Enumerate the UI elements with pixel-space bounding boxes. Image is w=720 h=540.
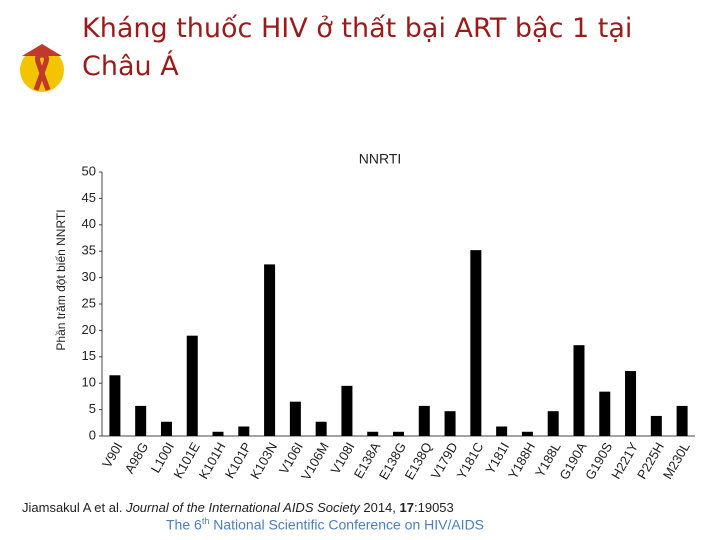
- citation-id: :19053: [414, 500, 454, 515]
- bar: [599, 391, 611, 436]
- x-tick-label: V90I: [99, 440, 125, 471]
- bar: [212, 431, 224, 436]
- bar: [238, 426, 250, 436]
- y-tick-label: 30: [82, 269, 96, 284]
- bar: [547, 411, 559, 436]
- bar: [109, 375, 121, 436]
- bar: [160, 421, 172, 436]
- bar: [676, 405, 688, 436]
- y-axis-label: Phần trăm đột biến NNRTI: [54, 209, 68, 350]
- bar: [289, 401, 301, 436]
- bar: [315, 421, 327, 436]
- citation-volume: 17: [399, 500, 414, 515]
- citation-journal: Journal of the International AIDS Societ…: [126, 500, 360, 515]
- slide-title: Kháng thuốc HIV ở thất bại ART bậc 1 tại…: [82, 13, 633, 82]
- bar: [341, 385, 353, 436]
- y-tick-label: 20: [82, 322, 96, 337]
- bar: [186, 335, 198, 436]
- logo: [20, 44, 64, 92]
- bar: [418, 405, 430, 436]
- y-tick-label: 25: [82, 295, 96, 310]
- bar: [650, 415, 662, 436]
- y-tick-label: 50: [82, 163, 96, 178]
- conference-rest: National Scientific Conference on HIV/AI…: [213, 516, 485, 533]
- bar: [521, 431, 533, 436]
- bar: [444, 411, 456, 436]
- y-tick-label: 10: [82, 375, 96, 390]
- y-tick-label: 35: [82, 243, 96, 258]
- bar: [470, 250, 482, 436]
- conference: The 6th National Scientific Conference o…: [166, 516, 484, 533]
- bar: [264, 264, 276, 436]
- conference-prefix: The 6: [166, 516, 202, 533]
- x-tick-label: A98G: [122, 440, 152, 476]
- y-tick-label: 5: [89, 401, 96, 416]
- y-tick-label: 0: [89, 427, 96, 442]
- bar: [573, 345, 585, 436]
- bar: [496, 426, 508, 436]
- citation: Jiamsakul A et al. Journal of the Intern…: [22, 500, 454, 515]
- bar: [393, 431, 404, 436]
- chart-title: NNRTI: [359, 151, 402, 167]
- citation-authors: Jiamsakul A et al.: [22, 500, 123, 515]
- y-tick-label: 15: [82, 348, 96, 363]
- bar: [367, 431, 379, 436]
- y-tick-label: 45: [82, 190, 96, 205]
- conference-superscript: th: [201, 516, 210, 526]
- citation-year: 2014,: [363, 500, 396, 515]
- bar: [625, 371, 637, 436]
- bar: [135, 405, 147, 436]
- y-tick-label: 40: [82, 216, 96, 231]
